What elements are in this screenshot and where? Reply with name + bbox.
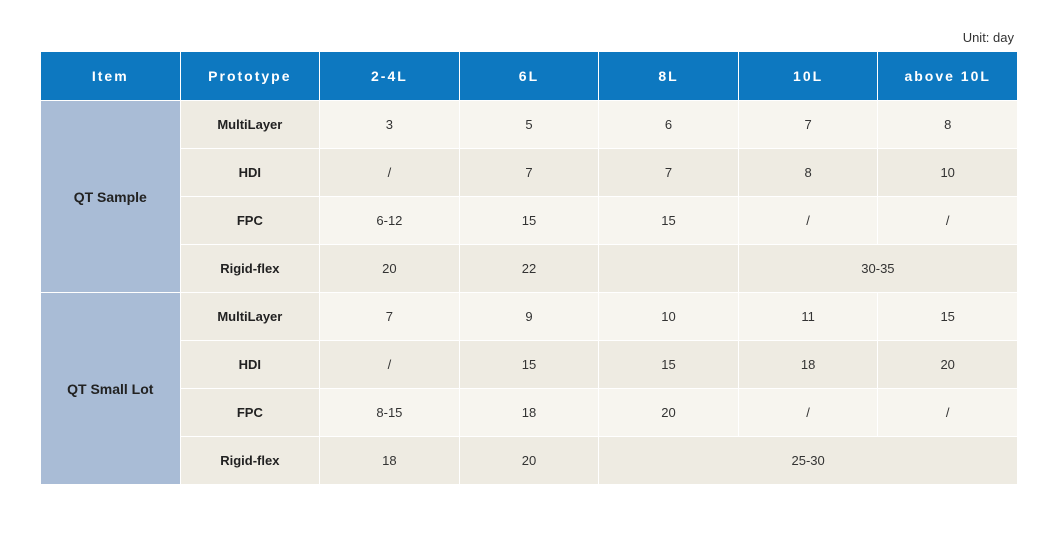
value-cell: / xyxy=(878,389,1018,437)
value-cell: 15 xyxy=(599,341,739,389)
table-row: QT SampleMultiLayer35678 xyxy=(41,101,1018,149)
value-cell: 18 xyxy=(459,389,599,437)
value-cell: 9 xyxy=(459,293,599,341)
prototype-cell: MultiLayer xyxy=(180,293,320,341)
prototype-cell: FPC xyxy=(180,389,320,437)
value-cell: 15 xyxy=(878,293,1018,341)
value-cell: / xyxy=(320,341,460,389)
value-cell: 11 xyxy=(738,293,878,341)
col-header: above 10L xyxy=(878,52,1018,101)
group-cell: QT Small Lot xyxy=(41,293,181,485)
prototype-cell: FPC xyxy=(180,197,320,245)
value-cell: 10 xyxy=(599,293,739,341)
col-header: 8L xyxy=(599,52,739,101)
prototype-cell: HDI xyxy=(180,341,320,389)
value-cell: 7 xyxy=(738,101,878,149)
col-header: Item xyxy=(41,52,181,101)
value-cell: 5 xyxy=(459,101,599,149)
group-cell: QT Sample xyxy=(41,101,181,293)
value-cell: 25-30 xyxy=(599,437,1018,485)
value-cell: 7 xyxy=(320,293,460,341)
value-cell: 20 xyxy=(459,437,599,485)
table-row: HDI/77810 xyxy=(41,149,1018,197)
value-cell: 7 xyxy=(459,149,599,197)
col-header: 6L xyxy=(459,52,599,101)
prototype-cell: Rigid-flex xyxy=(180,245,320,293)
value-cell: 30-35 xyxy=(738,245,1017,293)
prototype-cell: MultiLayer xyxy=(180,101,320,149)
value-cell: 6 xyxy=(599,101,739,149)
value-cell: 3 xyxy=(320,101,460,149)
value-cell: 10 xyxy=(878,149,1018,197)
value-cell: / xyxy=(738,389,878,437)
col-header: Prototype xyxy=(180,52,320,101)
value-cell: 6-12 xyxy=(320,197,460,245)
value-cell: 20 xyxy=(878,341,1018,389)
value-cell xyxy=(599,245,739,293)
col-header: 10L xyxy=(738,52,878,101)
value-cell: 15 xyxy=(599,197,739,245)
value-cell: 8 xyxy=(878,101,1018,149)
table-row: Rigid-flex2022 30-35 xyxy=(41,245,1018,293)
table-row: QT Small LotMultiLayer79101115 xyxy=(41,293,1018,341)
table-row: FPC6-121515// xyxy=(41,197,1018,245)
value-cell: 15 xyxy=(459,197,599,245)
value-cell: 20 xyxy=(320,245,460,293)
value-cell: 18 xyxy=(738,341,878,389)
value-cell: 18 xyxy=(320,437,460,485)
table-row: HDI/15151820 xyxy=(41,341,1018,389)
table-header-row: ItemPrototype2-4L6L8L10Labove 10L xyxy=(41,52,1018,101)
prototype-cell: HDI xyxy=(180,149,320,197)
table-row: FPC8-151820// xyxy=(41,389,1018,437)
value-cell: 15 xyxy=(459,341,599,389)
value-cell: 7 xyxy=(599,149,739,197)
value-cell: / xyxy=(738,197,878,245)
value-cell: 22 xyxy=(459,245,599,293)
value-cell: 8 xyxy=(738,149,878,197)
value-cell: 20 xyxy=(599,389,739,437)
unit-label: Unit: day xyxy=(40,30,1018,45)
value-cell: / xyxy=(320,149,460,197)
value-cell: 8-15 xyxy=(320,389,460,437)
col-header: 2-4L xyxy=(320,52,460,101)
prototype-cell: Rigid-flex xyxy=(180,437,320,485)
leadtime-table: ItemPrototype2-4L6L8L10Labove 10L QT Sam… xyxy=(40,51,1018,485)
value-cell: / xyxy=(878,197,1018,245)
table-row: Rigid-flex182025-30 xyxy=(41,437,1018,485)
